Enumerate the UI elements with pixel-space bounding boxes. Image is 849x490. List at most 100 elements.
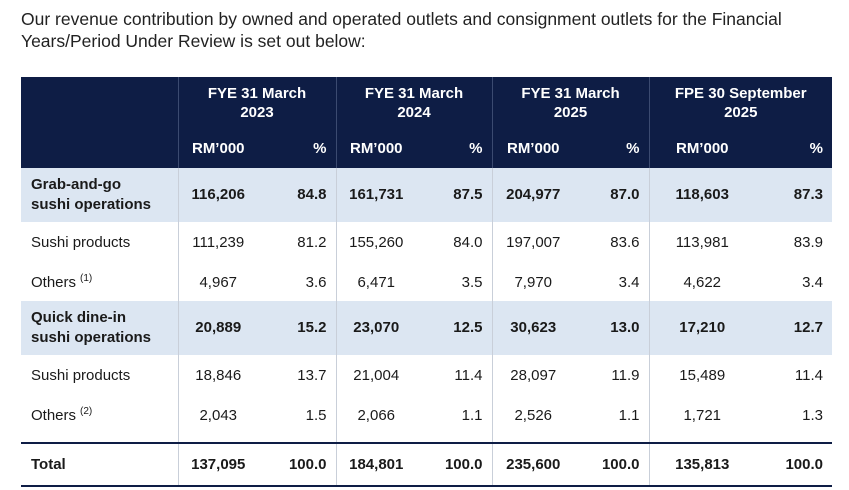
pct-value-cell: 3.5 <box>416 263 493 301</box>
unit-header-rm: RM’000 <box>492 129 574 168</box>
intro-paragraph: Our revenue contribution by owned and op… <box>21 9 782 51</box>
total-row: Total 137,095 100.0 184,801 100.0 235,60… <box>21 442 832 487</box>
pct-value-cell: 12.7 <box>755 301 832 355</box>
row-label: Sushi products <box>21 355 179 396</box>
sub-row: Others (1) 4,967 3.6 6,471 3.5 7,970 3.4 … <box>21 263 832 301</box>
sub-row: Sushi products 18,846 13.7 21,004 11.4 2… <box>21 355 832 396</box>
rm-value-cell: 161,731 <box>336 168 416 222</box>
segment-label: Grab-and-go sushi operations <box>21 168 179 222</box>
period-line2: 2025 <box>553 104 588 121</box>
rm-value-cell: 28,097 <box>510 367 557 384</box>
pct-value-cell: 12.5 <box>416 301 493 355</box>
rm-value-cell: 21,004 <box>353 367 400 384</box>
rm-value-cell: 197,007 <box>506 234 561 251</box>
footnote-marker: (1) <box>80 272 93 284</box>
rm-value-cell: 137,095 <box>178 442 258 487</box>
rm-value-cell: 1,721 <box>683 406 722 424</box>
period-line2: 2024 <box>397 104 431 121</box>
segment-label-line1: Grab-and-go <box>31 176 121 193</box>
pct-value-cell: 100.0 <box>416 442 493 487</box>
pct-value-cell: 83.9 <box>793 234 823 251</box>
pct-value-cell: 1.1 <box>574 396 650 434</box>
pct-value-cell: 11.4 <box>794 367 823 384</box>
row-label: Others (2) <box>21 396 179 434</box>
revenue-contribution-table: FYE 31 March 2023 FYE 31 March 2024 FYE … <box>21 77 832 487</box>
segment-label-line2: sushi operations <box>31 196 152 213</box>
unit-header-pct: % <box>755 129 832 168</box>
rm-value-cell: 23,070 <box>336 301 416 355</box>
pct-value-cell: 13.7 <box>258 355 337 396</box>
pct-value-cell: 1.1 <box>416 396 493 434</box>
rm-value-cell: 118,603 <box>649 168 755 222</box>
pct-value-cell: 11.9 <box>574 355 650 396</box>
rm-value-cell: 2,066 <box>357 406 396 424</box>
segment-label: Quick dine-in sushi operations <box>21 301 179 355</box>
rm-value-cell: 15,489 <box>679 367 726 384</box>
pct-value-cell: 87.5 <box>416 168 493 222</box>
row-label: Others (1) <box>21 263 179 301</box>
header-blank-cell <box>21 129 179 168</box>
period-header: FPE 30 September 2025 <box>649 77 832 129</box>
rm-value-cell: 20,889 <box>178 301 258 355</box>
row-label-text: Sushi products <box>31 234 131 251</box>
period-header: FYE 31 March 2024 <box>336 77 493 129</box>
unit-header-pct: % <box>416 129 493 168</box>
period-line1: FYE 31 March <box>207 85 307 102</box>
footnote-marker: (2) <box>80 405 93 417</box>
header-blank-cell <box>21 77 179 129</box>
rm-value-cell: 111,239 <box>192 234 245 251</box>
row-label-text: Others <box>31 273 77 291</box>
sub-row: Others (2) 2,043 1.5 2,066 1.1 2,526 1.1 … <box>21 396 832 434</box>
pct-value-cell: 84.0 <box>416 222 493 263</box>
pct-value-cell: 100.0 <box>574 442 650 487</box>
rm-value-cell: 155,260 <box>349 234 404 251</box>
pct-value-cell: 83.6 <box>574 222 650 263</box>
period-line2: 2023 <box>240 104 274 121</box>
unit-header-pct: % <box>574 129 650 168</box>
rm-value-cell: 116,206 <box>178 168 258 222</box>
row-label-text: Sushi products <box>31 367 131 384</box>
rm-value-cell: 204,977 <box>492 168 574 222</box>
pct-value-cell: 15.2 <box>258 301 337 355</box>
segment-label-line2: sushi operations <box>31 329 152 346</box>
spacer-row <box>21 434 832 443</box>
unit-header-rm: RM’000 <box>178 129 258 168</box>
rm-value-cell: 30,623 <box>492 301 574 355</box>
unit-header-rm: RM’000 <box>649 129 755 168</box>
rm-value-cell: 17,210 <box>649 301 755 355</box>
rm-value-cell: 4,622 <box>683 273 722 291</box>
rm-value-cell: 184,801 <box>336 442 416 487</box>
pct-value-cell: 13.0 <box>574 301 650 355</box>
rm-value-cell: 4,967 <box>199 273 238 291</box>
unit-header-rm: RM’000 <box>336 129 416 168</box>
rm-value-cell: 18,846 <box>195 367 242 384</box>
rm-value-cell: 7,970 <box>514 273 553 291</box>
pct-value-cell: 1.3 <box>802 406 823 424</box>
rm-value-cell: 6,471 <box>357 273 396 291</box>
pct-value-cell: 84.8 <box>258 168 337 222</box>
row-label: Sushi products <box>21 222 179 263</box>
period-header: FYE 31 March 2025 <box>492 77 650 129</box>
rm-value-cell: 113,981 <box>675 234 729 251</box>
sub-row: Sushi products 111,239 81.2 155,260 84.0… <box>21 222 832 263</box>
period-line2: 2025 <box>724 104 758 121</box>
rm-value-cell: 235,600 <box>492 442 574 487</box>
pct-value-cell: 81.2 <box>258 222 337 263</box>
total-label: Total <box>21 442 179 487</box>
pct-value-cell: 1.5 <box>258 396 337 434</box>
period-header-row: FYE 31 March 2023 FYE 31 March 2024 FYE … <box>21 77 832 129</box>
pct-value-cell: 3.4 <box>574 263 650 301</box>
rm-value-cell: 2,526 <box>514 406 553 424</box>
period-header: FYE 31 March 2023 <box>178 77 337 129</box>
row-label-text: Others <box>31 406 77 424</box>
rm-value-cell: 2,043 <box>199 406 238 424</box>
pct-value-cell: 100.0 <box>755 442 832 487</box>
pct-value-cell: 3.4 <box>802 273 823 291</box>
pct-value-cell: 3.6 <box>258 263 337 301</box>
segment-label-line1: Quick dine-in <box>31 309 127 326</box>
pct-value-cell: 87.3 <box>755 168 832 222</box>
period-line1: FYE 31 March <box>364 85 464 102</box>
pct-value-cell: 11.4 <box>416 355 493 396</box>
period-line1: FPE 30 September <box>674 85 807 102</box>
period-line1: FYE 31 March <box>521 85 620 102</box>
